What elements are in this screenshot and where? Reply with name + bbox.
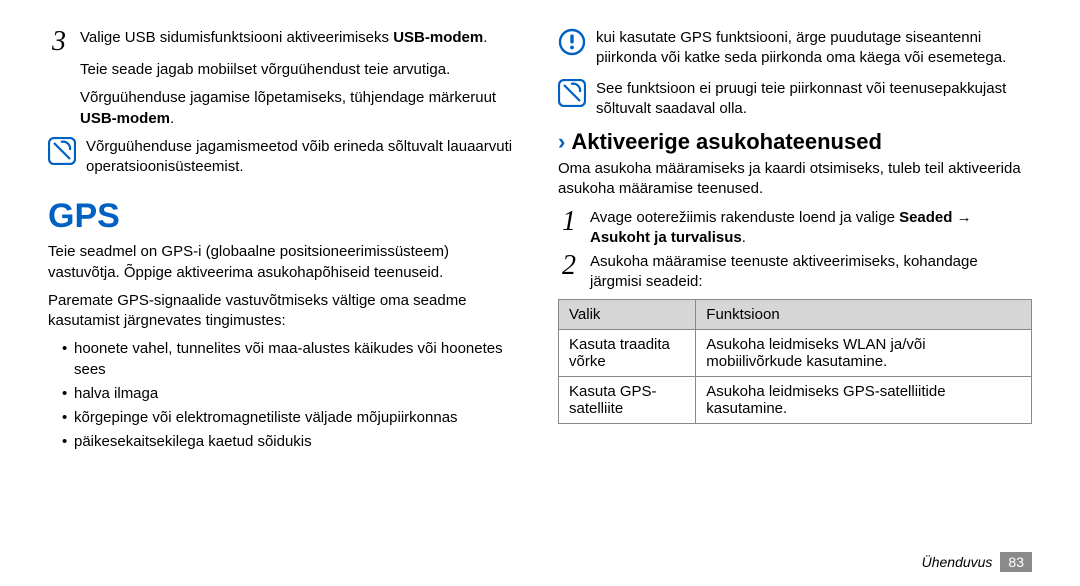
- step-number: 1: [558, 208, 580, 236]
- list-item: kõrgepinge või elektromagnetiliste välja…: [62, 408, 522, 428]
- table-cell: Kasuta traadita võrke: [559, 329, 696, 376]
- step-text: Asukoha määramise teenuste aktiveerimise…: [590, 252, 1032, 293]
- table-header: Funktsioon: [696, 299, 1032, 329]
- note-text: See funktsioon ei pruugi teie piirkonnas…: [596, 79, 1032, 120]
- table-row: Valik Funktsioon: [559, 299, 1032, 329]
- list-item: päikesekaitsekilega kaetud sõidukis: [62, 432, 522, 452]
- step-3: 3 Valige USB sidumisfunktsiooni aktiveer…: [48, 28, 522, 56]
- step-text: Avage ooterežiimis rakenduste loend ja v…: [590, 208, 1032, 249]
- paragraph: Paremate GPS-signaalide vastuvõtmiseks v…: [48, 291, 522, 332]
- info-icon: [558, 79, 586, 107]
- warning-note: kui kasutate GPS funktsiooni, ärge puudu…: [558, 28, 1032, 69]
- subheading: Aktiveerige asukohateenused: [571, 129, 882, 155]
- step-number: 3: [48, 28, 70, 56]
- paragraph: Oma asukoha määramiseks ja kaardi otsimi…: [558, 159, 1032, 200]
- chevron-icon: ›: [558, 129, 565, 155]
- table-cell: Kasuta GPS-satelliite: [559, 376, 696, 423]
- options-table: Valik Funktsioon Kasuta traadita võrke A…: [558, 299, 1032, 424]
- step-number: 2: [558, 252, 580, 280]
- footer-section-title: Ühenduvus: [922, 554, 993, 570]
- table-cell: Asukoha leidmiseks WLAN ja/või mobiilivõ…: [696, 329, 1032, 376]
- warning-icon: [558, 28, 586, 56]
- table-row: Kasuta traadita võrke Asukoha leidmiseks…: [559, 329, 1032, 376]
- step-text: Valige USB sidumisfunktsiooni aktiveerim…: [80, 28, 522, 48]
- subheading-row: › Aktiveerige asukohateenused: [558, 129, 1032, 155]
- table-row: Kasuta GPS-satelliite Asukoha leidmiseks…: [559, 376, 1032, 423]
- right-column: kui kasutate GPS funktsiooni, ärge puudu…: [558, 28, 1032, 457]
- paragraph: Võrguühenduse jagamise lõpetamiseks, tüh…: [80, 88, 522, 129]
- table-header: Valik: [559, 299, 696, 329]
- paragraph: Teie seade jagab mobiilset võrguühendust…: [80, 60, 522, 80]
- step-1: 1 Avage ooterežiimis rakenduste loend ja…: [558, 208, 1032, 249]
- heading-gps: GPS: [48, 197, 522, 236]
- info-icon: [48, 137, 76, 165]
- paragraph: Teie seadmel on GPS-i (globaalne positsi…: [48, 242, 522, 283]
- note-text: Võrguühenduse jagamismeetod võib erineda…: [86, 137, 522, 178]
- list-item: halva ilmaga: [62, 384, 522, 404]
- step-2: 2 Asukoha määramise teenuste aktiveerimi…: [558, 252, 1032, 293]
- info-note: Võrguühenduse jagamismeetod võib erineda…: [48, 137, 522, 178]
- table-cell: Asukoha leidmiseks GPS-satelliitide kasu…: [696, 376, 1032, 423]
- footer-page-number: 83: [1000, 552, 1032, 572]
- info-note: See funktsioon ei pruugi teie piirkonnas…: [558, 79, 1032, 120]
- left-column: 3 Valige USB sidumisfunktsiooni aktiveer…: [48, 28, 522, 457]
- page-footer: Ühenduvus 83: [922, 552, 1032, 572]
- list-item: hoonete vahel, tunnelites või maa-aluste…: [62, 339, 522, 380]
- warning-text: kui kasutate GPS funktsiooni, ärge puudu…: [596, 28, 1032, 69]
